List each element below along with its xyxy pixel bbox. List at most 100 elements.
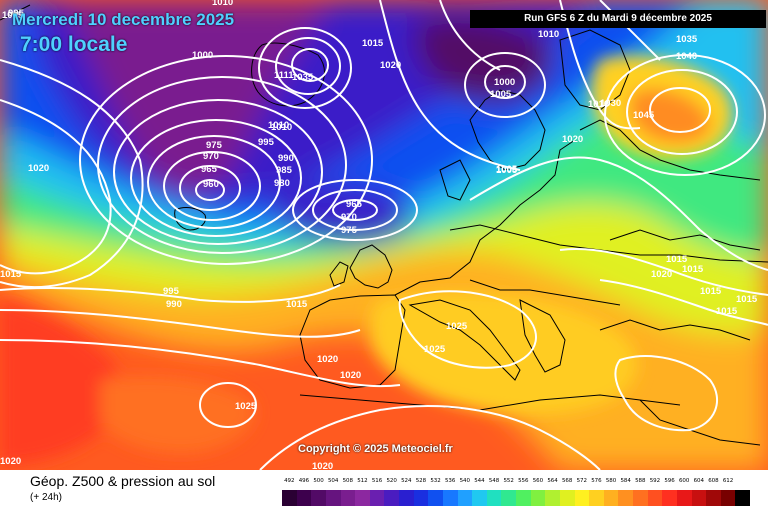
colorbar-swatch xyxy=(545,490,560,506)
colorbar-label: 496 xyxy=(298,478,310,484)
isobar-label: 1015 xyxy=(736,294,758,305)
isobar-label: 970 xyxy=(341,212,357,223)
colorbar-swatch xyxy=(457,490,473,506)
weather-map: 1005 1010 995 1000 1010 1015 1035 1111 1020 1010 1… xyxy=(0,0,768,470)
colorbar-swatch xyxy=(676,490,692,506)
isobar-label: 980 xyxy=(274,178,290,189)
isobar-label: 1005 xyxy=(490,89,512,100)
isobar-label: 1020 xyxy=(651,269,672,280)
copyright-text: Copyright © 2025 Meteociel.fr xyxy=(298,443,453,455)
legend-bar: Géop. Z500 & pression au sol (+ 24h) 492… xyxy=(0,470,768,512)
colorbar-cell: 564 xyxy=(545,478,560,506)
colorbar-label: 612 xyxy=(722,478,734,484)
isobar-label: 1010 xyxy=(268,120,289,131)
colorbar-swatch xyxy=(384,490,399,506)
colorbar-cell: 492 xyxy=(282,478,297,506)
colorbar-cell: 540 xyxy=(457,478,473,506)
colorbar-label: 588 xyxy=(635,478,646,484)
colorbar-swatch xyxy=(530,490,546,506)
colorbar-cell: 584 xyxy=(618,478,633,506)
colorbar-swatch xyxy=(706,490,721,506)
colorbar-label: 532 xyxy=(430,478,441,484)
colorbar-swatch xyxy=(486,490,502,506)
colorbar-label: 536 xyxy=(444,478,456,484)
colorbar-cell: 512 xyxy=(355,478,370,506)
colorbar-swatch xyxy=(603,490,619,506)
colorbar-swatch xyxy=(720,490,736,506)
isobar-label: 960 xyxy=(203,179,219,190)
colorbar-label: 580 xyxy=(605,478,617,484)
colorbar-cell: 612 xyxy=(720,478,736,506)
isobar-label: 990 xyxy=(166,299,182,310)
model-run-banner: Run GFS 6 Z du Mardi 9 décembre 2025 xyxy=(470,10,766,28)
colorbar-cell: 500 xyxy=(311,478,326,506)
isobar-label: 985 xyxy=(276,165,293,176)
isobar-label: 1005 xyxy=(496,164,518,175)
colorbar-label: 540 xyxy=(459,478,471,484)
isobar-label: 990 xyxy=(278,153,294,164)
colorbar-cell: 504 xyxy=(325,478,341,506)
isobar-label: 1020 xyxy=(317,354,338,365)
legend-subtitle: (+ 24h) xyxy=(30,492,62,503)
colorbar-label: 520 xyxy=(386,478,397,484)
colorbar-cell: 588 xyxy=(633,478,648,506)
isobar-label: 1020 xyxy=(562,134,583,145)
colorbar-cell: 580 xyxy=(603,478,619,506)
isobar-label: 1015 xyxy=(666,254,688,265)
colorbar-swatch xyxy=(633,490,648,506)
colorbar-label: 576 xyxy=(591,478,602,484)
isobar-label: 965 xyxy=(201,164,218,175)
isobar-label: 970 xyxy=(203,151,219,162)
colorbar-label: 572 xyxy=(576,478,588,484)
colorbar-label: 544 xyxy=(474,478,485,484)
isobar-label: 1045 xyxy=(633,110,655,121)
isobar-label: 995 xyxy=(258,137,275,148)
isobar-label: 1020 xyxy=(340,370,361,381)
colorbar-cell: 572 xyxy=(574,478,590,506)
colorbar-label: 560 xyxy=(532,478,544,484)
isobar-label: 1000 xyxy=(494,77,515,88)
colorbar-label: 600 xyxy=(678,478,690,484)
colorbar-swatch xyxy=(413,490,429,506)
isobar-label: 1035 xyxy=(676,34,698,45)
colorbar-cell: 536 xyxy=(442,478,458,506)
colorbar-cell: 560 xyxy=(530,478,546,506)
isobar-label: 1015 xyxy=(700,286,722,297)
colorbar-label: 592 xyxy=(649,478,661,484)
colorbar-label: 548 xyxy=(488,478,500,484)
colorbar-cell: 600 xyxy=(676,478,692,506)
colorbar-swatch xyxy=(428,490,443,506)
colorbar-cell xyxy=(735,478,750,506)
isobar-label: 1015 xyxy=(682,264,704,275)
forecast-time-title: 7:00 locale xyxy=(20,33,128,56)
colorbar-cell: 608 xyxy=(706,478,721,506)
isobar-label: 1010 xyxy=(538,29,559,40)
colorbar: 492 496 500 504 508 512 516 520 524 528 532 536 540 5… xyxy=(282,478,750,506)
isobar-label: 995 xyxy=(163,286,180,297)
legend-title: Géop. Z500 & pression au sol xyxy=(30,473,216,489)
isobar-label: 1025 xyxy=(424,344,446,355)
colorbar-swatch xyxy=(325,490,341,506)
colorbar-swatch xyxy=(559,490,575,506)
colorbar-label: 604 xyxy=(693,478,705,484)
colorbar-swatch xyxy=(472,490,487,506)
colorbar-cell: 544 xyxy=(472,478,487,506)
colorbar-cell: 604 xyxy=(691,478,707,506)
colorbar-label: 608 xyxy=(708,478,719,484)
colorbar-cell: 520 xyxy=(384,478,399,506)
colorbar-cell: 596 xyxy=(662,478,677,506)
isobar-label: 1020 xyxy=(312,461,333,470)
colorbar-swatch xyxy=(691,490,707,506)
isobar-label: 1025 xyxy=(446,321,468,332)
colorbar-cell: 592 xyxy=(647,478,663,506)
colorbar-swatch xyxy=(574,490,590,506)
isobar-label: 975 xyxy=(341,225,358,236)
colorbar-swatch xyxy=(311,490,326,506)
isobar-label: 1000 xyxy=(192,50,213,61)
colorbar-cell: 552 xyxy=(501,478,516,506)
isobar-label: 1111 xyxy=(274,70,294,81)
isobar-label: 1040 xyxy=(676,51,697,62)
colorbar-label: 500 xyxy=(313,478,324,484)
colorbar-swatch xyxy=(647,490,663,506)
